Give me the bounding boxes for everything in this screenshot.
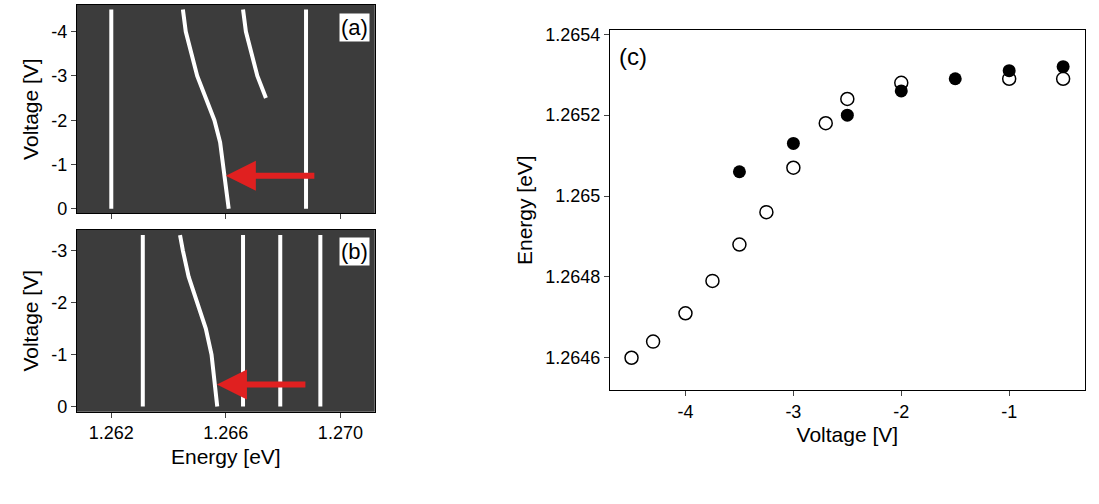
svg-text:-1: -1 [51,345,67,365]
svg-text:-2: -2 [893,402,909,422]
svg-text:-1: -1 [1001,402,1017,422]
svg-text:Voltage [V]: Voltage [V] [797,423,899,446]
svg-text:(c): (c) [619,43,647,70]
svg-text:1.270: 1.270 [318,423,363,443]
svg-text:1.262: 1.262 [89,423,134,443]
svg-text:Voltage [V]: Voltage [V] [19,58,42,160]
svg-text:(a): (a) [341,15,368,40]
svg-text:-2: -2 [51,293,67,313]
svg-text:1.2648: 1.2648 [545,267,600,287]
svg-text:1.266: 1.266 [203,423,248,443]
svg-text:1.2654: 1.2654 [545,25,600,45]
svg-text:0: 0 [57,397,67,417]
svg-text:-2: -2 [51,110,67,130]
svg-text:Voltage [V]: Voltage [V] [19,270,42,372]
svg-text:Energy [eV]: Energy [eV] [513,155,536,265]
svg-text:-3: -3 [51,241,67,261]
svg-text:1.265: 1.265 [555,186,600,206]
svg-text:-4: -4 [51,22,67,42]
svg-text:-4: -4 [677,402,693,422]
svg-text:1.2652: 1.2652 [545,105,600,125]
svg-text:-3: -3 [785,402,801,422]
svg-text:-3: -3 [51,66,67,86]
svg-text:0: 0 [57,199,67,219]
svg-text:Energy [eV]: Energy [eV] [171,445,281,468]
svg-text:(b): (b) [341,239,368,264]
svg-text:1.2646: 1.2646 [545,348,600,368]
svg-text:-1: -1 [51,155,67,175]
